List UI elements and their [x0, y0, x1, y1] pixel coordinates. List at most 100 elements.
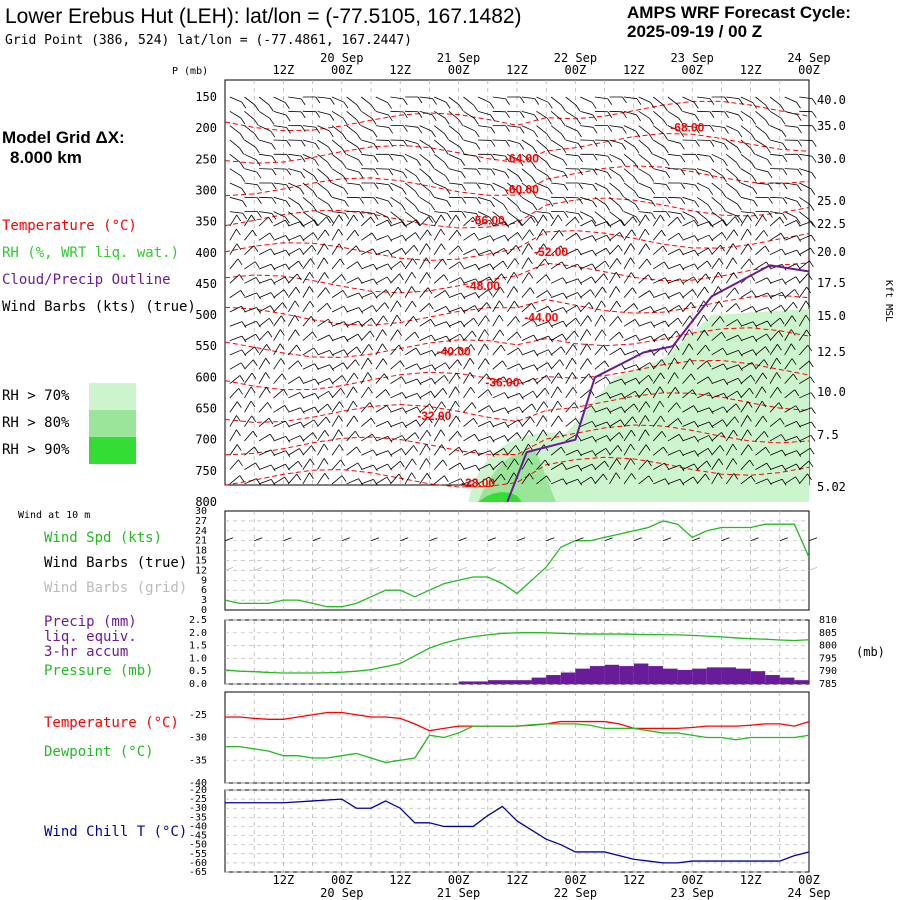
wind-barb-flag — [604, 360, 610, 368]
wind-barb-flag — [592, 184, 598, 192]
wind-barb-flag — [650, 335, 656, 343]
pressure-tick: 650 — [195, 402, 217, 416]
wind-barb — [521, 390, 534, 399]
wind-barb-flag — [811, 140, 817, 147]
wind-barb — [361, 305, 373, 313]
wind-barb-flag — [444, 162, 449, 169]
wind-barb-flag — [241, 335, 247, 343]
wind-barb-flag — [251, 415, 257, 423]
wind-barb-flag — [708, 234, 714, 242]
wind-barb — [433, 415, 442, 427]
wind-barb-flag — [704, 329, 709, 337]
wind-barb-flag — [285, 114, 291, 122]
wind-barb-flag — [794, 289, 800, 296]
wind-barb — [550, 229, 560, 241]
temperature-contour — [224, 359, 810, 391]
wind-barb — [492, 435, 505, 442]
wind-barb-flag — [748, 444, 753, 451]
wind-barb-flag — [313, 419, 319, 427]
pressure-tick: 600 — [195, 370, 217, 384]
wind-barb-flag — [339, 401, 344, 408]
wind-barb — [711, 182, 723, 192]
wind-barb-flag — [411, 300, 417, 308]
wind-barb — [288, 407, 301, 413]
wind-barb-flag — [255, 159, 261, 167]
wind-barb-flag — [679, 264, 685, 271]
wind-barb — [711, 363, 724, 370]
wind-barb — [565, 248, 578, 255]
wind-barb — [769, 216, 780, 227]
wind-barb-flag — [285, 436, 291, 443]
wind-barb — [477, 110, 491, 116]
temperature-label: -40.00 — [437, 345, 471, 359]
wind-barb — [317, 390, 329, 399]
wind-barb — [740, 125, 752, 135]
wind-barb-flag — [796, 102, 801, 109]
pressure-tick: 450 — [195, 277, 217, 291]
wind-barb-flag — [387, 235, 393, 242]
wind-barb-flag — [323, 243, 329, 250]
wind-barb — [273, 302, 283, 313]
wind-barb — [521, 303, 532, 313]
wind-barb — [536, 274, 547, 284]
wind-barb-flag — [810, 188, 816, 195]
wind-barb — [667, 278, 681, 284]
wind-barb — [565, 344, 574, 356]
wind-barb — [682, 196, 696, 202]
wind-barb-flag — [373, 182, 379, 190]
wind-barb-flag — [747, 429, 752, 436]
wind-barb-flag — [542, 214, 548, 222]
wind-barb — [288, 421, 301, 427]
wind-barb — [419, 243, 427, 255]
wind-speed-tick: 9 — [201, 575, 207, 586]
wind-barb — [594, 329, 603, 341]
wind-barb — [623, 229, 633, 241]
wind-barb — [434, 154, 445, 163]
wind-barb — [711, 378, 724, 384]
wind-barb-flag — [255, 462, 260, 470]
wind-barb — [682, 373, 692, 384]
wind-barb-flag — [663, 104, 668, 112]
wind-barb — [287, 329, 296, 341]
wind-barb-flag — [282, 302, 287, 309]
wind-barb-flag — [514, 300, 519, 308]
wind-barb-flag — [314, 159, 320, 166]
wind-barb — [258, 417, 270, 427]
wind-barb-flag — [399, 273, 404, 281]
wind-barb-flag — [663, 146, 669, 154]
wind-barb-flag — [737, 130, 743, 138]
wind-barb — [360, 372, 369, 384]
wind-barb — [638, 182, 651, 189]
wind-barb — [492, 344, 502, 356]
wind-barb — [302, 286, 310, 298]
wind-barb-flag — [796, 436, 802, 443]
wind-barb-flag — [403, 125, 408, 132]
wind-barb — [594, 300, 602, 313]
wind-barb — [302, 139, 316, 144]
wind-barb — [536, 375, 547, 384]
wind-barb — [565, 372, 573, 384]
wind-barb — [346, 277, 359, 284]
wind-barb — [434, 475, 445, 485]
legend-rh: RH (%, WRT liq. wat.) — [2, 245, 179, 261]
wind-barb-flag — [695, 127, 700, 134]
wind-barb — [784, 436, 798, 442]
wind-barb — [390, 182, 403, 189]
wind-barb — [463, 263, 476, 270]
wind-barb-flag — [353, 415, 359, 423]
wind-barb — [229, 211, 243, 214]
wind-barb — [244, 372, 253, 384]
wind-barb — [565, 232, 577, 241]
wind-barb — [477, 235, 491, 241]
legend-wind-chill: Wind Chill T (°C) — [44, 824, 187, 840]
wind-barb — [273, 219, 286, 227]
wind-barb — [769, 418, 781, 427]
wind-barb-flag — [723, 378, 729, 386]
wind-barb — [755, 139, 767, 148]
wind-barb — [361, 433, 373, 442]
wind-barb-flag — [733, 429, 738, 437]
wind-barb-flag — [514, 258, 520, 265]
wind-barb — [258, 110, 271, 119]
wind-barb-flag — [270, 464, 276, 472]
wind-barb-flag — [676, 402, 681, 409]
